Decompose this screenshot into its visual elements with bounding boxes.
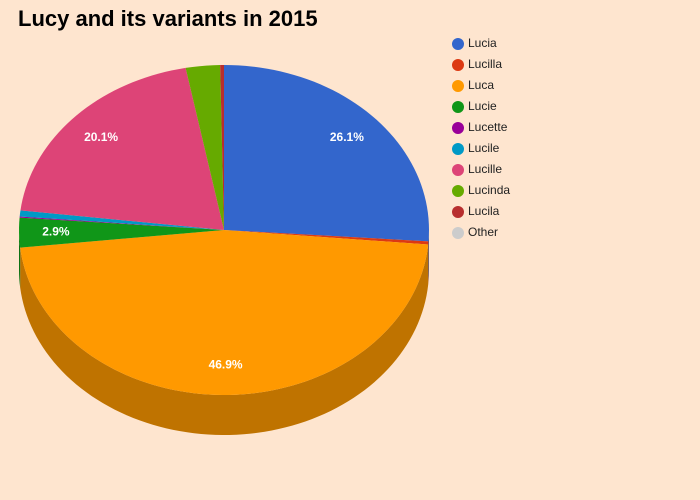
legend-swatch [452,122,464,134]
slice-side [19,230,21,288]
slice [185,65,224,230]
legend-label: Lucinda [468,183,510,197]
legend-label: Luca [468,78,494,92]
data-label: 46.9% [209,357,243,371]
legend-swatch [452,101,464,113]
slice-side [20,244,429,435]
data-label: 20.1% [84,130,118,144]
legend-swatch [452,206,464,218]
data-label: 26.1% [330,130,364,144]
legend-label: Lucie [468,99,497,113]
legend-label: Lucille [468,162,502,176]
slice [224,65,429,242]
legend-label: Lucilla [468,57,502,71]
slice [220,65,224,230]
legend-swatch [452,80,464,92]
legend-label: Lucette [468,120,508,134]
legend-swatch [452,164,464,176]
legend-swatch [452,59,464,71]
slice [19,216,224,230]
slice [20,67,225,230]
legend-swatch [452,227,464,239]
slice [19,210,224,230]
chart-title: Lucy and its variants in 2015 [18,6,318,31]
slice [224,230,429,245]
slice [19,217,224,248]
data-label: 2.9% [42,224,70,238]
legend-swatch [452,143,464,155]
slice [20,230,429,395]
legend-label: Lucia [468,36,497,50]
legend-label: Lucile [468,141,500,155]
legend-swatch [452,38,464,50]
legend-label: Lucila [468,204,500,218]
legend-label: Other [468,225,498,239]
legend-swatch [452,185,464,197]
